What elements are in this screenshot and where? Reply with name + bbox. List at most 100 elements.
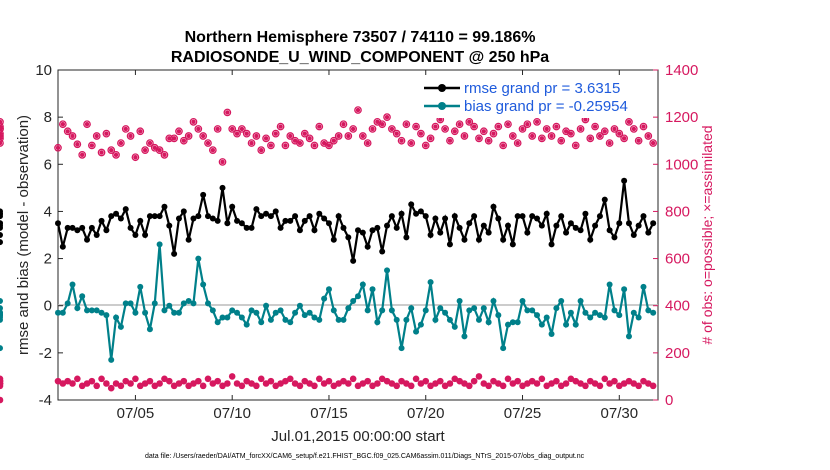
obs-possible-star (0, 140, 3, 146)
obs-possible-star (592, 124, 598, 129)
obs-possible-star (118, 140, 124, 146)
bias-point (311, 314, 318, 321)
obs-possible-star (84, 122, 90, 127)
bias-point (200, 281, 207, 288)
obs-assimilated-point (393, 382, 401, 390)
bias-point (364, 307, 371, 314)
rmse-point (417, 208, 424, 215)
obs-possible-star (399, 138, 404, 143)
bias-point (553, 305, 560, 312)
bias-point (69, 281, 76, 288)
obs-possible-point (625, 118, 633, 126)
bias-point (142, 309, 149, 316)
rmse-point (113, 210, 120, 217)
bias-point (64, 300, 71, 307)
obs-possible-star (350, 126, 356, 132)
obs-possible-point (0, 134, 4, 143)
bias-line (58, 244, 654, 361)
rmse-point (621, 177, 628, 184)
obs-possible-point (199, 132, 208, 140)
legend-bias-marker (438, 102, 446, 110)
obs-possible-star (254, 133, 259, 139)
obs-possible-star (317, 124, 322, 129)
obs-possible-star (588, 136, 593, 141)
obs-assimilated-point (407, 382, 415, 390)
obs-possible-point (523, 120, 532, 129)
obs-assimilated-point (267, 377, 275, 385)
rmse-point (505, 222, 511, 229)
right-tick-label: 600 (665, 251, 690, 268)
bias-point (214, 319, 221, 326)
obs-possible-point (446, 136, 454, 145)
obs-possible-star (404, 122, 409, 127)
obs-possible-point (354, 106, 362, 114)
rmse-point (103, 227, 110, 234)
obs-possible-star (612, 126, 617, 132)
obs-possible-point (179, 136, 188, 145)
rmse-point (209, 215, 216, 222)
obs-possible-star (273, 131, 278, 136)
obs-possible-star (268, 143, 274, 148)
obs-possible-point (533, 118, 541, 126)
rmse-point (59, 243, 66, 250)
obs-possible-star (360, 133, 366, 139)
obs-assimilated-point (364, 377, 371, 385)
rmse-point (563, 229, 570, 236)
bias-point (282, 316, 289, 323)
obs-possible-point (102, 129, 111, 138)
obs-possible-point (567, 129, 575, 138)
obs-possible-star (641, 124, 646, 129)
bias-point (321, 295, 328, 302)
rmse-point (475, 236, 482, 243)
series-obs-assimilated (0, 373, 657, 404)
rmse-point (543, 210, 550, 217)
rmse-point (577, 227, 584, 234)
obs-possible-star (113, 152, 119, 158)
obs-assimilated-point (374, 380, 381, 387)
rmse-point (166, 222, 173, 229)
bias-point (534, 312, 541, 319)
obs-possible-star (394, 131, 399, 136)
rmse-point (272, 208, 279, 215)
obs-possible-star (442, 126, 448, 132)
x-tick-label: 07/10 (213, 405, 251, 422)
obs-possible-star (486, 138, 491, 143)
obs-assimilated-point (224, 380, 231, 387)
bias-point (146, 326, 153, 333)
bias-point (398, 345, 405, 352)
obs-assimilated-point (538, 375, 546, 383)
obs-possible-star (467, 119, 472, 125)
bias-point (403, 316, 410, 323)
bias-point (330, 307, 337, 314)
rmse-point (335, 213, 342, 220)
rmse-point (388, 213, 395, 220)
rmse-point (117, 215, 124, 222)
obs-possible-point (0, 125, 4, 133)
obs-possible-star (346, 133, 351, 139)
obs-assimilated-point (465, 382, 473, 390)
rmse-point (79, 224, 86, 231)
obs-possible-star (355, 107, 361, 113)
legend-rmse-marker (438, 84, 446, 92)
bias-point (59, 309, 66, 316)
obs-possible-star (457, 122, 462, 127)
obs-possible-point (112, 151, 120, 159)
obs-possible-star (65, 129, 70, 134)
obs-assimilated-point (180, 377, 188, 385)
obs-possible-point (508, 132, 517, 140)
y-axis-label-left: rmse and bias (model - observation) (15, 115, 32, 355)
obs-possible-star (621, 136, 627, 141)
rmse-point (582, 210, 589, 217)
obs-possible-star (89, 143, 95, 148)
obs-possible-star (104, 131, 109, 136)
obs-possible-star (0, 126, 3, 132)
rmse-point (98, 217, 105, 224)
obs-possible-star (626, 119, 632, 125)
bias-point (88, 307, 95, 314)
obs-possible-star (505, 122, 511, 127)
obs-possible-point (634, 136, 643, 145)
rmse-point (321, 215, 328, 222)
obs-possible-point (383, 113, 391, 121)
rmse-point (330, 236, 337, 243)
